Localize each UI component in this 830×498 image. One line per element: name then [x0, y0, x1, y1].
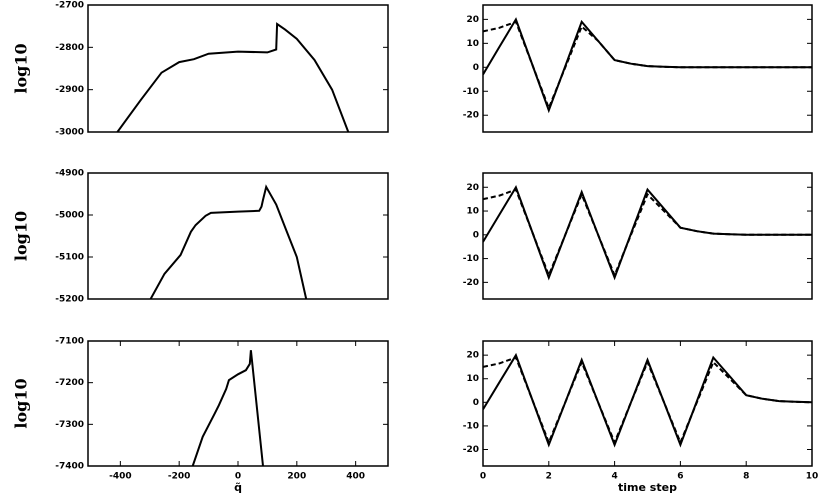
y-tick-label: -20	[463, 445, 479, 455]
y-tick-label: 0	[473, 63, 479, 73]
plot-frame	[87, 172, 389, 300]
y-tick-label: -5200	[55, 295, 84, 305]
data-line	[116, 22, 350, 132]
data-line	[191, 350, 264, 466]
y-tick-label: -7200	[55, 378, 84, 388]
x-tick-label: 200	[287, 472, 306, 482]
x-tick-label: 10	[806, 472, 819, 482]
y-tick-label: -20	[463, 111, 479, 121]
y-tick-label: -7400	[55, 462, 84, 472]
y-tick-label: -10	[463, 87, 479, 97]
x-tick-label: 4	[611, 472, 617, 482]
y-tick-label: -5000	[55, 211, 84, 221]
y-tick-label: 10	[466, 207, 479, 217]
x-tick-label: 0	[235, 472, 241, 482]
y-tick-label: 20	[466, 15, 479, 25]
y-tick-label: -4900	[55, 169, 84, 179]
y-axis-label: log10	[12, 211, 31, 261]
x-tick-label: 0	[480, 472, 486, 482]
y-tick-label: -7100	[55, 337, 84, 347]
y-tick-label: -7300	[55, 420, 84, 430]
plot-frame	[87, 340, 389, 467]
data-line	[483, 20, 812, 111]
y-tick-label: -3000	[55, 128, 84, 138]
plot-frame	[482, 172, 813, 300]
y-tick-label: 0	[473, 230, 479, 240]
y-tick-label: -20	[463, 278, 479, 288]
y-tick-label: -10	[463, 254, 479, 264]
x-tick-label: 400	[346, 472, 365, 482]
plot-frame	[482, 4, 813, 133]
x-tick-label: 6	[677, 472, 683, 482]
y-tick-label: -2800	[55, 43, 84, 53]
data-line	[483, 356, 812, 446]
y-tick-label: 10	[466, 39, 479, 49]
y-tick-label: 10	[466, 374, 479, 384]
x-tick-label: -400	[109, 472, 132, 482]
x-tick-label: 2	[546, 472, 552, 482]
data-line	[483, 352, 812, 448]
y-tick-label: 0	[473, 398, 479, 408]
plot-frame	[87, 4, 389, 133]
y-tick-label: 20	[466, 183, 479, 193]
y-tick-label: -5100	[55, 253, 84, 263]
y-tick-label: -2700	[55, 1, 84, 11]
x-axis-label: q̃	[234, 481, 242, 494]
y-tick-label: -10	[463, 421, 479, 431]
y-axis-label: log10	[12, 378, 31, 428]
x-tick-label: 8	[743, 472, 749, 482]
y-tick-label: -2900	[55, 85, 84, 95]
x-axis-label: time step	[618, 481, 677, 494]
data-line	[483, 188, 812, 278]
plot-frame	[482, 340, 813, 467]
x-tick-label: -200	[168, 472, 191, 482]
data-line	[149, 184, 308, 299]
y-tick-label: 20	[466, 351, 479, 361]
y-axis-label: log10	[12, 43, 31, 93]
